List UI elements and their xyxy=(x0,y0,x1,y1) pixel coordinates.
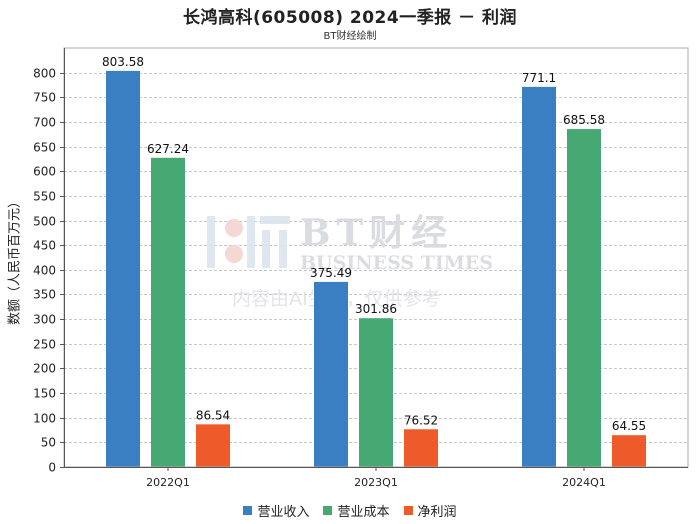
bar xyxy=(151,157,185,468)
axes: 0 50 100 150 200 250 300 350 400 450 500 550 600 650 7… xyxy=(33,47,689,489)
data-label: 301.86 xyxy=(355,302,397,316)
y-tick-label: 200 xyxy=(33,362,56,376)
bar xyxy=(404,429,438,467)
chart-subtitle: BT财经绘制 xyxy=(323,31,377,42)
y-tick-label: 650 xyxy=(33,141,56,155)
legend-label: 营业成本 xyxy=(337,505,390,520)
bar xyxy=(196,424,230,467)
bar xyxy=(359,318,393,467)
legend-swatch xyxy=(403,506,413,515)
x-tick-label: 2023Q1 xyxy=(354,476,398,489)
legend: 营业收入 营业成本 净利润 xyxy=(0,501,700,520)
y-tick-label: 450 xyxy=(33,239,56,253)
y-tick-label: 150 xyxy=(33,387,56,401)
data-labels: 803.58 627.24 86.54 375.49 301.86 76.52 771.1 6… xyxy=(102,55,646,433)
legend-label: 营业收入 xyxy=(257,505,310,520)
y-tick-label: 0 xyxy=(48,461,56,475)
legend-item: 营业成本 xyxy=(323,501,390,520)
bar xyxy=(106,70,140,468)
legend-item: 净利润 xyxy=(403,501,457,520)
bar xyxy=(314,281,348,467)
y-tick-label: 350 xyxy=(33,288,56,302)
data-label: 803.58 xyxy=(102,55,144,69)
bar xyxy=(567,129,601,468)
x-tick-label: 2022Q1 xyxy=(146,476,190,489)
y-tick-label: 100 xyxy=(33,412,56,426)
y-tick-label: 800 xyxy=(33,67,56,81)
data-label: 685.58 xyxy=(563,113,605,127)
data-label: 771.1 xyxy=(522,71,556,85)
x-tick-label: 2024Q1 xyxy=(562,476,606,489)
y-tick-label: 250 xyxy=(33,338,56,352)
watermark: BT财经 BUSINESS TIMES 内容由AI生成，仅供参考 xyxy=(207,212,493,310)
bars xyxy=(106,70,646,468)
data-label: 627.24 xyxy=(147,142,189,156)
legend-swatch xyxy=(323,506,333,515)
watermark-logo-icon xyxy=(207,216,290,268)
bar xyxy=(522,86,556,467)
y-tick-label: 750 xyxy=(33,91,56,105)
data-label: 86.54 xyxy=(196,408,230,422)
y-tick-label: 500 xyxy=(33,215,56,229)
legend-item: 营业收入 xyxy=(243,501,309,520)
y-tick-label: 550 xyxy=(33,190,56,204)
legend-label: 净利润 xyxy=(417,505,457,520)
bar xyxy=(612,435,646,467)
y-tick-label: 700 xyxy=(33,116,56,130)
y-tick-label: 400 xyxy=(33,264,56,278)
data-label: 64.55 xyxy=(612,419,646,433)
chart-title: 长鸿高科(605008) 2024一季报 － 利润 xyxy=(182,8,518,28)
data-label: 375.49 xyxy=(310,266,352,280)
legend-swatch xyxy=(243,506,253,515)
y-tick-label: 600 xyxy=(33,165,56,179)
watermark-brand-cn: BT财经 xyxy=(300,212,453,254)
y-tick-label: 50 xyxy=(41,436,56,450)
watermark-brand-en: BUSINESS TIMES xyxy=(300,252,493,274)
y-tick-label: 300 xyxy=(33,313,56,327)
data-label: 76.52 xyxy=(404,413,438,427)
